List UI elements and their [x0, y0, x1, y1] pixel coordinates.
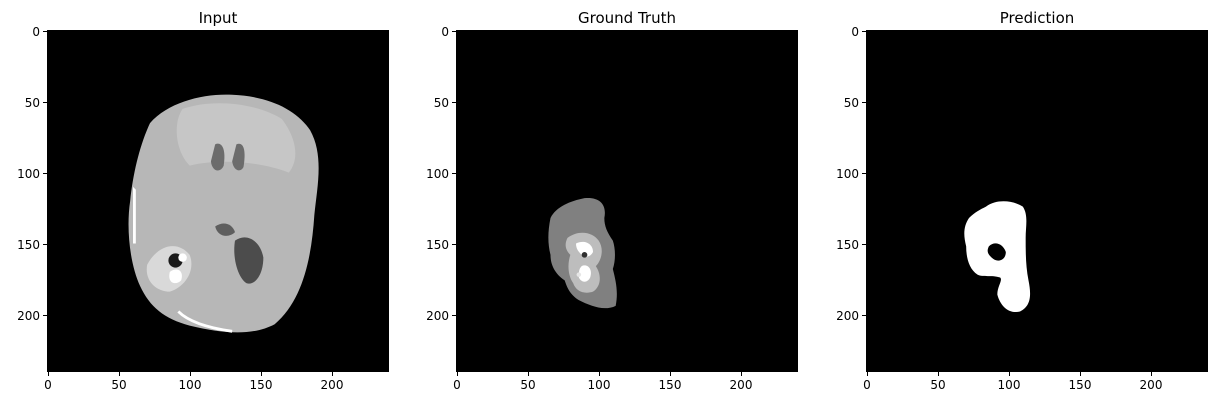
y-tick-label: 200 [836, 309, 859, 323]
ground-truth-mask [457, 31, 797, 371]
panel-title-ground-truth: Ground Truth [578, 9, 676, 27]
panel-title-input: Input [198, 9, 238, 27]
x-tick-label: 0 [44, 378, 52, 392]
y-tick-label: 0 [851, 25, 859, 39]
x-tick-label: 0 [863, 378, 871, 392]
ventricle-right [232, 143, 245, 171]
panel-title-prediction: Prediction [999, 9, 1075, 27]
x-tick-label: 200 [1139, 378, 1163, 392]
x-tick-label: 50 [520, 378, 536, 392]
y-tick-label: 50 [843, 96, 859, 110]
tumor-core-region [565, 232, 602, 293]
y-tick-label: 100 [426, 167, 449, 181]
ventricle-dark [234, 237, 264, 284]
x-tick-label: 200 [320, 378, 344, 392]
mri-image [48, 31, 388, 371]
y-tick-label: 200 [426, 309, 449, 323]
y-tick-label: 200 [17, 309, 40, 323]
x-tick-label: 150 [249, 378, 273, 392]
prediction-mask [867, 31, 1207, 371]
y-tick-label: 50 [433, 96, 449, 110]
y-tick-label: 100 [836, 167, 859, 181]
x-tick-label: 200 [729, 378, 753, 392]
x-tick-label: 100 [997, 378, 1021, 392]
x-tick-label: 100 [587, 378, 611, 392]
y-tick-label: 50 [24, 96, 40, 110]
y-tick-label: 150 [836, 238, 859, 252]
predicted-hole [987, 243, 1006, 261]
x-tick-label: 150 [658, 378, 682, 392]
y-tick-label: 100 [17, 167, 40, 181]
y-tick-label: 0 [32, 25, 40, 39]
ventricle-left [210, 143, 225, 171]
axes-ground-truth [456, 30, 798, 372]
x-tick-label: 150 [1068, 378, 1092, 392]
y-tick-label: 150 [426, 238, 449, 252]
y-tick-label: 150 [17, 238, 40, 252]
x-tick-label: 50 [930, 378, 946, 392]
y-tick-label: 0 [441, 25, 449, 39]
x-tick-label: 50 [111, 378, 127, 392]
axes-input [47, 30, 389, 372]
x-tick-label: 100 [178, 378, 202, 392]
x-tick-label: 0 [453, 378, 461, 392]
axes-prediction [866, 30, 1208, 372]
enhancing-region [576, 241, 593, 257]
